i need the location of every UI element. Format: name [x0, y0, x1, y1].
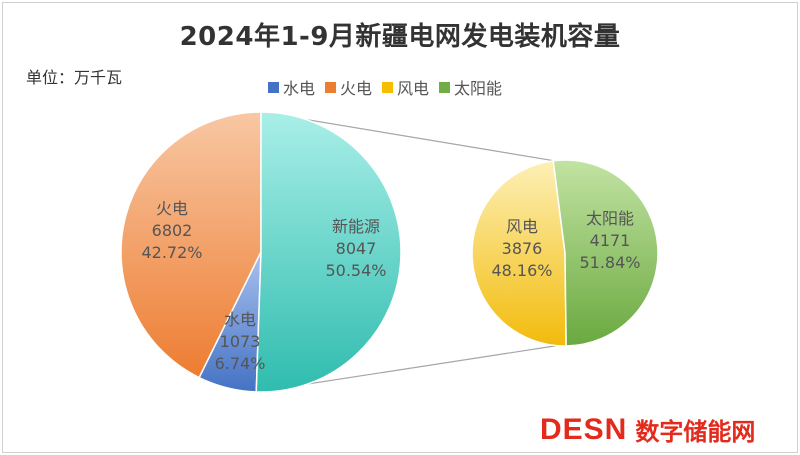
legend-label-hydro: 水电: [283, 79, 316, 98]
legend-swatch-wind: [382, 81, 394, 93]
data-label-new-energy-name: 新能源: [332, 217, 380, 236]
pie-slice-solar: [552, 159, 659, 347]
legend-item-hydro: 水电: [268, 75, 315, 99]
legend-item-wind: 风电: [382, 75, 429, 99]
legend-label-solar: 太阳能: [454, 79, 503, 98]
data-label-solar-percent: 51.84%: [579, 253, 640, 272]
data-label-thermal-name: 火电: [156, 199, 188, 218]
legend-item-solar: 太阳能: [439, 75, 502, 99]
legend-swatch-hydro: [268, 81, 279, 93]
pie-slice-wind: [471, 159, 567, 347]
data-label-thermal-percent: 42.72%: [141, 243, 202, 262]
legend-label-thermal: 火电: [340, 79, 373, 98]
data-label-thermal-value: 6802: [152, 221, 193, 240]
watermark-logo: DESN: [540, 412, 628, 446]
pie-slice-new-energy: [255, 111, 402, 393]
watermark: DESN 数字储能网: [540, 412, 755, 447]
data-label-wind-value: 3876: [502, 239, 543, 258]
legend-label-wind: 风电: [397, 79, 430, 98]
unit-label: 单位：万千瓦: [26, 68, 123, 87]
data-label-new-energy-percent: 50.54%: [325, 261, 386, 280]
legend-swatch-solar: [439, 81, 451, 93]
data-label-hydro-percent: 6.74%: [215, 354, 266, 373]
data-label-solar-name: 太阳能: [586, 209, 634, 228]
legend-swatch-thermal: [325, 81, 337, 93]
data-label-wind-name: 风电: [506, 217, 538, 236]
pie-slice-thermal: [120, 111, 262, 379]
data-label-hydro-name: 水电: [224, 310, 256, 329]
data-label-solar-value: 4171: [590, 231, 631, 250]
legend: 水电 火电 风电 太阳能: [268, 75, 502, 99]
watermark-text: 数字储能网: [635, 418, 756, 446]
legend-item-thermal: 火电: [325, 75, 372, 99]
data-label-hydro-value: 1073: [220, 332, 261, 351]
data-label-wind-percent: 48.16%: [491, 261, 552, 280]
chart-title: 2024年1-9月新疆电网发电装机容量: [179, 22, 621, 52]
data-label-new-energy-value: 8047: [336, 239, 377, 258]
